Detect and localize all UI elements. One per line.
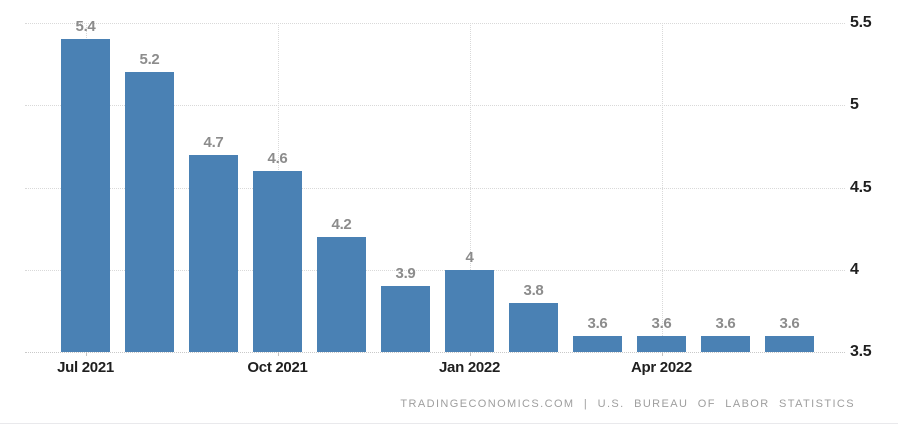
bar — [765, 335, 814, 352]
bar — [61, 39, 110, 352]
bar-value-label: 5.2 — [139, 51, 160, 69]
gridline-horizontal — [25, 187, 845, 189]
bar — [509, 302, 558, 352]
bar — [253, 171, 302, 352]
bar-value-label: 4.6 — [267, 150, 288, 168]
bar-value-label: 3.6 — [651, 314, 672, 332]
bar-value-label: 3.9 — [395, 265, 416, 283]
bar — [381, 286, 430, 352]
bar — [189, 154, 238, 352]
bar — [701, 335, 750, 352]
gridline-horizontal — [25, 352, 845, 353]
x-axis-label: Apr 2022 — [631, 359, 692, 376]
bar-value-label: 3.6 — [587, 314, 608, 332]
bar — [445, 269, 494, 352]
gridline-horizontal — [25, 105, 845, 107]
x-axis-tick — [469, 352, 471, 356]
bottom-divider — [0, 423, 898, 424]
y-axis-label: 5 — [850, 96, 859, 114]
bar — [125, 72, 174, 352]
gridline-horizontal — [25, 269, 845, 271]
gridline-horizontal — [25, 23, 845, 24]
x-axis-label: Jul 2021 — [57, 359, 114, 376]
bar-value-label: 5.4 — [75, 18, 96, 36]
x-axis-tick — [661, 352, 663, 356]
y-axis-label: 3.5 — [850, 343, 872, 360]
gridline-vertical — [469, 23, 471, 352]
y-axis-label: 4 — [850, 260, 859, 278]
plot-area: 5.4 5.2 4.7 4.6 4.2 3.9 4 3.8 3.6 3.6 3.6 3.6 — [25, 18, 845, 353]
gridline-vertical — [661, 23, 663, 352]
bar — [317, 236, 366, 352]
source-attribution: TRADINGECONOMICS.COM | U.S. BUREAU OF LA… — [400, 398, 855, 410]
x-axis-tick — [85, 352, 87, 356]
bar-value-label: 3.6 — [779, 314, 800, 332]
bar-value-label: 4.7 — [203, 133, 224, 151]
bar-value-label: 4 — [465, 248, 474, 266]
x-axis-tick — [277, 352, 279, 356]
bar — [573, 335, 622, 352]
x-axis-label: Jan 2022 — [439, 359, 500, 376]
y-axis-label: 5.5 — [850, 14, 872, 31]
bar-value-label: 4.2 — [331, 215, 352, 233]
bar-value-label: 3.6 — [715, 314, 736, 332]
x-axis-label: Oct 2021 — [247, 359, 308, 376]
bar — [637, 335, 686, 352]
bar-value-label: 3.8 — [523, 281, 544, 299]
y-axis-label: 4.5 — [850, 178, 872, 196]
